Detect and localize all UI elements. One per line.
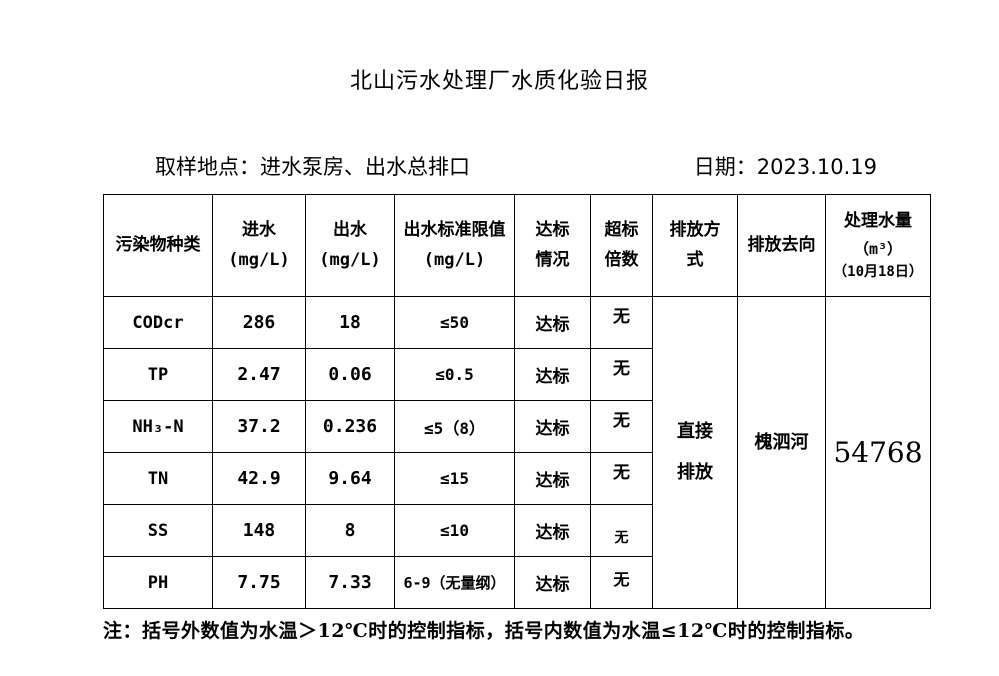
cell-status: 达标 xyxy=(514,348,591,401)
footnote: 注：括号外数值为水温＞12℃时的控制指标，括号内数值为水温≤12℃时的控制指标。 xyxy=(103,620,865,642)
cell-pollutant: PH xyxy=(103,556,213,609)
table-row-ss: SS 148 8 ≤10 达标 无 xyxy=(103,504,931,557)
cell-limit: ≤5（8） xyxy=(394,400,515,453)
cell-treated-volume: 54768 xyxy=(825,296,931,609)
cell-limit: ≤15 xyxy=(394,452,515,505)
cell-influent: 148 xyxy=(212,504,306,557)
table-row-nh3n: NH₃-N 37.2 0.236 ≤5（8） 达标 无 xyxy=(103,400,931,453)
header-pollutant-type: 污染物种类 xyxy=(103,194,213,297)
table-row-codcr: CODcr 286 18 ≤50 达标 无 直接 排放 槐泗河 54768 xyxy=(103,296,931,609)
cell-status: 达标 xyxy=(514,452,591,505)
sampling-location-label: 取样地点：进水泵房、出水总排口 xyxy=(155,155,470,179)
header-effluent: 出水 (mg/L) xyxy=(305,194,395,297)
cell-pollutant: TP xyxy=(103,348,213,401)
cell-status: 达标 xyxy=(514,504,591,557)
cell-influent: 37.2 xyxy=(212,400,306,453)
cell-limit: ≤50 xyxy=(394,296,515,349)
header-compliance-status: 达标 情况 xyxy=(514,194,591,297)
cell-exceed: 无 xyxy=(590,556,653,609)
cell-discharge-destination: 槐泗河 xyxy=(737,296,826,609)
cell-exceed: 无 xyxy=(590,400,653,453)
cell-pollutant: SS xyxy=(103,504,213,557)
cell-effluent: 7.33 xyxy=(305,556,395,609)
cell-influent: 2.47 xyxy=(212,348,306,401)
page-title: 北山污水处理厂水质化验日报 xyxy=(349,69,649,94)
cell-limit: 6-9（无量纲） xyxy=(394,556,515,609)
cell-influent: 7.75 xyxy=(212,556,306,609)
cell-discharge-mode: 直接 排放 xyxy=(652,296,738,609)
cell-status: 达标 xyxy=(514,296,591,349)
cell-effluent: 18 xyxy=(305,296,395,349)
cell-pollutant: NH₃-N xyxy=(103,400,213,453)
table-row-ph: PH 7.75 7.33 6-9（无量纲） 达标 无 xyxy=(103,556,931,609)
cell-effluent: 0.06 xyxy=(305,348,395,401)
water-quality-table: 污染物种类 进水 (mg/L) 出水 (mg/L) 出水标准限值 (mg/L) … xyxy=(103,194,931,609)
cell-exceed: 无 xyxy=(590,296,653,349)
cell-exceed: 无 xyxy=(590,504,653,557)
header-treated-volume: 处理水量 （m³） （10月18日） xyxy=(825,194,931,297)
cell-effluent: 9.64 xyxy=(305,452,395,505)
cell-limit: ≤0.5 xyxy=(394,348,515,401)
cell-influent: 286 xyxy=(212,296,306,349)
header-influent: 进水 (mg/L) xyxy=(212,194,306,297)
cell-status: 达标 xyxy=(514,400,591,453)
cell-effluent: 8 xyxy=(305,504,395,557)
table-row-tn: TN 42.9 9.64 ≤15 达标 无 xyxy=(103,452,931,505)
header-discharge-mode: 排放方 式 xyxy=(652,194,738,297)
cell-exceed: 无 xyxy=(590,348,653,401)
report-date-label: 日期：2023.10.19 xyxy=(693,155,877,179)
cell-status: 达标 xyxy=(514,556,591,609)
header-discharge-destination: 排放去向 xyxy=(737,194,826,297)
header-effluent-limit: 出水标准限值 (mg/L) xyxy=(394,194,515,297)
cell-pollutant: TN xyxy=(103,452,213,505)
cell-influent: 42.9 xyxy=(212,452,306,505)
cell-effluent: 0.236 xyxy=(305,400,395,453)
meta-row: 取样地点：进水泵房、出水总排口 日期：2023.10.19 xyxy=(155,151,877,181)
header-row: 污染物种类 进水 (mg/L) 出水 (mg/L) 出水标准限值 (mg/L) … xyxy=(103,194,931,297)
cell-pollutant: CODcr xyxy=(103,296,213,349)
cell-exceed: 无 xyxy=(590,452,653,505)
header-exceedance-multiple: 超标 倍数 xyxy=(590,194,653,297)
cell-limit: ≤10 xyxy=(394,504,515,557)
table-row-tp: TP 2.47 0.06 ≤0.5 达标 无 xyxy=(103,348,931,401)
